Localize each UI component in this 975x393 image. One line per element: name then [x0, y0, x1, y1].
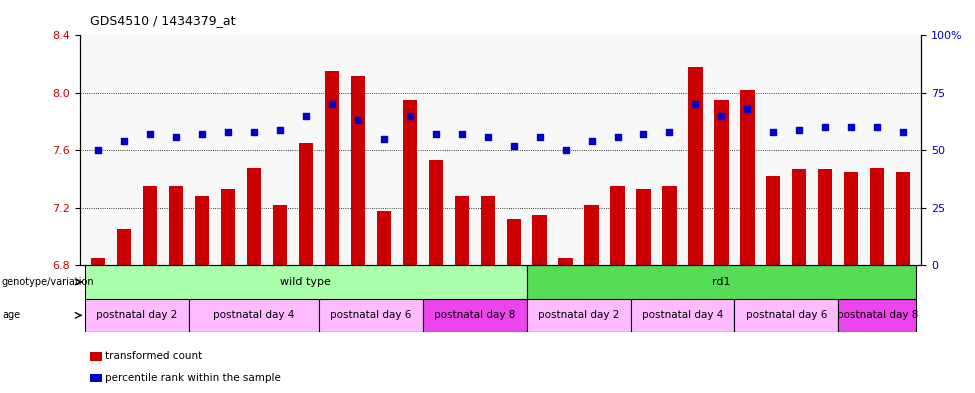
Point — [506, 143, 522, 149]
Bar — [637, 189, 650, 265]
Bar — [734, 299, 838, 332]
Point — [714, 113, 729, 119]
Point — [817, 124, 833, 130]
Bar — [584, 205, 599, 265]
Bar — [766, 176, 781, 265]
Bar — [844, 172, 858, 265]
Point — [531, 133, 547, 140]
Bar — [169, 186, 183, 265]
Bar — [896, 172, 911, 265]
Text: wild type: wild type — [281, 277, 332, 287]
Bar — [376, 211, 391, 265]
Text: transformed count: transformed count — [105, 351, 203, 362]
Point — [558, 147, 573, 153]
Point — [454, 131, 470, 138]
Bar — [870, 167, 884, 265]
Bar — [610, 186, 625, 265]
Point — [584, 138, 600, 144]
Bar — [631, 299, 734, 332]
Bar — [740, 90, 755, 265]
Bar — [351, 75, 365, 265]
Point — [350, 117, 366, 123]
Text: postnatal day 6: postnatal day 6 — [746, 310, 827, 320]
Point — [376, 136, 392, 142]
Text: percentile rank within the sample: percentile rank within the sample — [105, 373, 281, 383]
Bar — [319, 299, 423, 332]
Text: genotype/variation: genotype/variation — [2, 277, 95, 287]
Text: postnatal day 4: postnatal day 4 — [214, 310, 294, 320]
Point — [895, 129, 911, 135]
Bar — [792, 169, 806, 265]
Bar — [85, 299, 189, 332]
Point — [194, 131, 210, 138]
Bar — [220, 189, 235, 265]
Point — [324, 101, 339, 107]
Bar — [481, 196, 495, 265]
Bar — [715, 100, 728, 265]
Point — [792, 127, 807, 133]
Point — [91, 147, 106, 153]
Text: postnatal day 6: postnatal day 6 — [331, 310, 411, 320]
Point — [272, 127, 288, 133]
Bar — [454, 196, 469, 265]
Bar — [91, 258, 105, 265]
Bar — [688, 67, 703, 265]
Bar — [506, 219, 521, 265]
Point — [142, 131, 158, 138]
Bar — [526, 299, 631, 332]
Bar — [526, 265, 916, 299]
Text: rd1: rd1 — [712, 277, 730, 287]
Point — [662, 129, 678, 135]
Bar — [429, 160, 443, 265]
Bar — [818, 169, 833, 265]
Point — [116, 138, 132, 144]
Point — [169, 133, 184, 140]
Text: age: age — [2, 310, 20, 320]
Bar — [247, 167, 261, 265]
Text: postnatal day 2: postnatal day 2 — [538, 310, 619, 320]
Bar — [403, 100, 417, 265]
Bar — [838, 299, 916, 332]
Bar — [325, 71, 339, 265]
Point — [765, 129, 781, 135]
Point — [298, 113, 314, 119]
Point — [428, 131, 444, 138]
Bar — [273, 205, 287, 265]
Point — [740, 106, 756, 112]
Bar — [195, 196, 210, 265]
Bar — [423, 299, 526, 332]
Point — [402, 113, 417, 119]
Bar — [189, 299, 319, 332]
Text: GDS4510 / 1434379_at: GDS4510 / 1434379_at — [90, 15, 235, 28]
Bar — [117, 230, 132, 265]
Bar — [298, 143, 313, 265]
Point — [687, 101, 703, 107]
Text: postnatal day 8: postnatal day 8 — [837, 310, 917, 320]
Point — [220, 129, 236, 135]
Point — [636, 131, 651, 138]
Point — [843, 124, 859, 130]
Point — [870, 124, 885, 130]
Bar — [662, 186, 677, 265]
Text: postnatal day 4: postnatal day 4 — [642, 310, 723, 320]
Bar — [532, 215, 547, 265]
Text: postnatal day 2: postnatal day 2 — [97, 310, 177, 320]
Point — [246, 129, 261, 135]
Bar — [143, 186, 157, 265]
Point — [480, 133, 495, 140]
Bar — [559, 258, 572, 265]
Bar — [85, 265, 526, 299]
Point — [609, 133, 625, 140]
Text: postnatal day 8: postnatal day 8 — [434, 310, 516, 320]
